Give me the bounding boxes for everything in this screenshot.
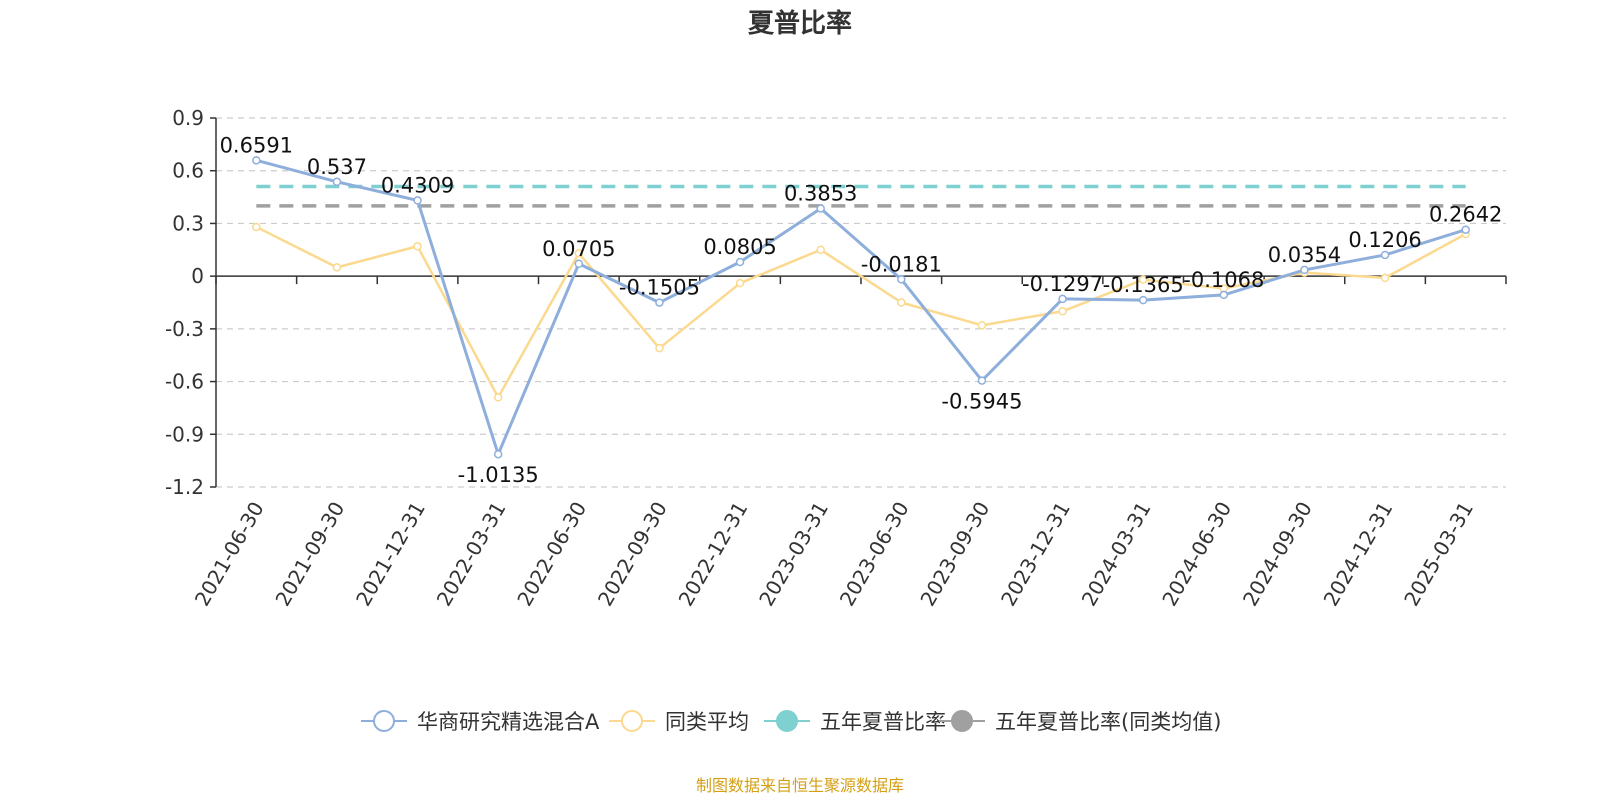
series-line [255,225,1467,399]
data-label: 0.6591 [220,133,293,157]
data-point [1058,294,1067,304]
legend-marker [373,710,395,732]
legend-label: 同类平均 [665,710,749,734]
data-point [252,156,261,165]
data-label: -0.0181 [861,252,942,276]
data-point [977,321,987,330]
x-tick-label: 2023-12-31 [996,498,1075,611]
legend-label: 五年夏普比率(同类均值) [995,710,1221,734]
data-label: -1.0135 [458,463,539,487]
x-tick-label: 2023-09-30 [915,498,994,611]
x-tick-label: 2024-03-31 [1077,498,1156,611]
legend-item[interactable]: 五年夏普比率 [764,710,946,734]
data-label: 0.2642 [1429,203,1502,227]
data-point [1300,265,1309,275]
grid-lines [216,117,1506,488]
data-label: 0.0354 [1268,243,1341,267]
data-point [897,275,906,284]
legend-marker [621,710,643,732]
legend-marker [776,710,798,732]
y-axis-ticks: 0.9 0.6 0.3 0 -0.3 -0.6 -0.9 -1.2 [165,106,216,499]
data-label: 0.0705 [542,237,615,261]
chart-title: 夏普比率 [748,8,852,39]
data-labels: 0.65910.5370.4309-1.01350.0705-0.15050.0… [220,133,1503,487]
data-point [574,249,584,258]
data-label: -0.1505 [619,276,700,300]
legend[interactable]: 华商研究精选混合A 同类平均 五年夏普比率 五年夏普比率(同类均值) [361,710,1221,734]
series-lines [252,156,1470,459]
data-point [332,263,342,272]
data-point [1380,273,1390,283]
data-point [735,278,745,288]
y-tick-label: -0.9 [165,422,204,446]
data-label: -0.5945 [941,390,1022,414]
data-point [897,298,906,307]
x-tick-label: 2023-06-30 [835,498,914,611]
legend-label: 五年夏普比率 [820,710,946,734]
y-tick-label: 0.6 [172,159,204,183]
data-point [1380,250,1390,260]
series-line [255,158,1467,456]
data-point [655,298,664,307]
legend-item[interactable]: 同类平均 [609,710,749,734]
data-point [1461,225,1470,234]
data-point [1138,275,1148,284]
data-label: 0.3853 [784,181,857,205]
x-tick-label: 2022-06-30 [512,498,591,611]
x-tick-label: 2024-12-31 [1318,498,1397,611]
data-point [977,376,987,385]
data-point [332,177,342,187]
x-tick-label: 2022-09-30 [593,498,672,611]
x-tick-label: 2024-09-30 [1238,498,1317,611]
x-tick-label: 2021-12-31 [351,498,430,611]
data-point [1219,290,1229,300]
x-tick-label: 2021-06-30 [190,498,269,611]
data-point [252,222,261,232]
data-label: 0.1206 [1348,228,1421,252]
legend-label: 华商研究精选混合A [417,710,600,734]
data-point [816,245,825,255]
data-point [735,257,745,267]
legend-item[interactable]: 华商研究精选混合A [361,710,600,734]
legend-item[interactable]: 五年夏普比率(同类均值) [939,710,1221,734]
y-tick-label: -1.2 [165,475,204,499]
x-tick-label: 2021-09-30 [270,498,349,611]
data-label: 0.537 [307,155,367,179]
data-label: 0.0805 [703,235,776,259]
data-label: -0.1365 [1103,273,1184,297]
x-tick-label: 2024-06-30 [1157,498,1236,611]
data-point [1058,307,1067,316]
data-point [655,343,664,353]
data-label: -0.1068 [1183,268,1264,292]
data-point [574,259,584,269]
data-point [816,204,825,213]
data-label: -0.1297 [1022,272,1103,296]
x-tick-label: 2022-03-31 [432,498,511,611]
data-point [493,393,503,402]
x-axis-ticks: 2021-06-30 2021-09-30 2021-12-31 2022-03-31… [190,498,1478,611]
source-note: 制图数据来自恒生聚源数据库 [696,776,904,795]
data-point [1138,295,1148,305]
y-tick-label: 0.3 [172,211,204,235]
x-tick-label: 2025-03-31 [1399,498,1478,611]
legend-marker [951,710,973,732]
x-tick-label: 2023-03-31 [754,498,833,611]
y-tick-label: -0.6 [165,370,204,394]
reference-lines [256,184,1466,208]
data-point [493,449,503,459]
y-tick-label: 0 [191,264,204,288]
data-point [413,242,422,251]
data-point [413,196,422,205]
y-tick-label: -0.3 [165,317,204,341]
data-label: 0.4309 [381,173,454,197]
x-tick-label: 2022-12-31 [673,498,752,611]
y-tick-label: 0.9 [172,106,204,130]
